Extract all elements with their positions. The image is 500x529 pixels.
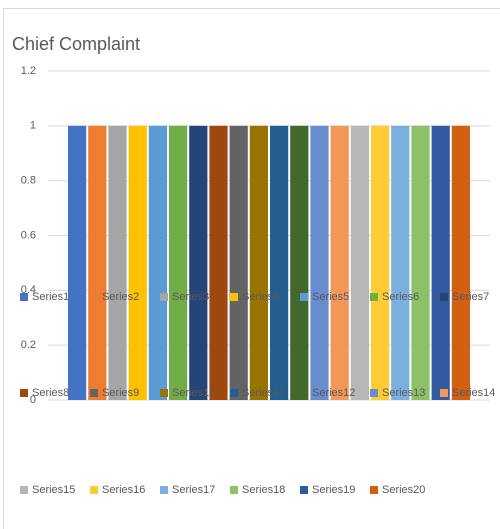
y-tick-label: 0 — [30, 394, 36, 406]
legend-swatch — [300, 389, 308, 397]
bar — [310, 125, 329, 400]
legend-swatch — [370, 486, 378, 494]
legend-label: Series16 — [102, 484, 145, 496]
legend-swatch — [230, 389, 238, 397]
legend-swatch — [20, 293, 28, 301]
legend-label: Series11 — [242, 387, 285, 399]
legend-swatch — [230, 293, 238, 301]
legend-label: Series6 — [382, 291, 419, 303]
legend-swatch — [300, 486, 308, 494]
bar — [391, 125, 410, 400]
bar — [350, 125, 369, 400]
legend-swatch — [440, 389, 448, 397]
legend-swatch — [20, 389, 28, 397]
legend-label: Series3 — [172, 291, 209, 303]
legend-label: Series1 — [32, 291, 69, 303]
bar — [169, 125, 188, 400]
bar — [411, 125, 430, 400]
legend-swatch — [230, 486, 238, 494]
bar — [249, 125, 268, 400]
legend-label: Series20 — [382, 484, 425, 496]
legend-swatch — [20, 486, 28, 494]
legend-label: Series14 — [452, 387, 495, 399]
bar — [128, 125, 147, 400]
bar — [189, 125, 208, 400]
bar — [330, 125, 349, 400]
legend-label: Series17 — [172, 484, 215, 496]
legend-label: Series5 — [312, 291, 349, 303]
legend-swatch — [440, 293, 448, 301]
bar — [290, 125, 309, 400]
legend-label: Series15 — [32, 484, 75, 496]
legend-label: Series4 — [242, 291, 279, 303]
y-tick-label: 0.2 — [21, 339, 36, 351]
legend-label: Series19 — [312, 484, 355, 496]
bar — [270, 125, 289, 400]
legend-swatch — [160, 389, 168, 397]
legend-swatch — [160, 293, 168, 301]
legend-swatch — [90, 293, 98, 301]
legend-swatch — [370, 293, 378, 301]
bar — [229, 125, 248, 400]
bar — [451, 125, 470, 400]
legend-label: Series8 — [32, 387, 69, 399]
y-tick-label: 1.2 — [21, 65, 36, 77]
chart-title: Chief Complaint — [12, 34, 140, 54]
legend-label: Series7 — [452, 291, 489, 303]
legend-label: Series9 — [102, 387, 139, 399]
bar — [108, 125, 127, 400]
y-tick-label: 0.8 — [21, 175, 36, 187]
y-tick-label: 0.6 — [21, 229, 36, 241]
legend-swatch — [160, 486, 168, 494]
legend-swatch — [90, 389, 98, 397]
bar — [88, 125, 107, 400]
bar — [148, 125, 168, 400]
y-tick-label: 1 — [30, 120, 36, 132]
legend-swatch — [300, 293, 308, 301]
legend-swatch — [90, 486, 98, 494]
legend-swatch — [370, 389, 378, 397]
bar — [370, 125, 390, 400]
legend-label: Series13 — [382, 387, 425, 399]
legend-label: Series18 — [242, 484, 285, 496]
bar — [431, 125, 450, 400]
bar — [209, 125, 228, 400]
bar — [68, 125, 87, 400]
legend-label: Series12 — [312, 387, 355, 399]
legend-label: Series2 — [102, 291, 139, 303]
legend-label: Series10 — [172, 387, 215, 399]
